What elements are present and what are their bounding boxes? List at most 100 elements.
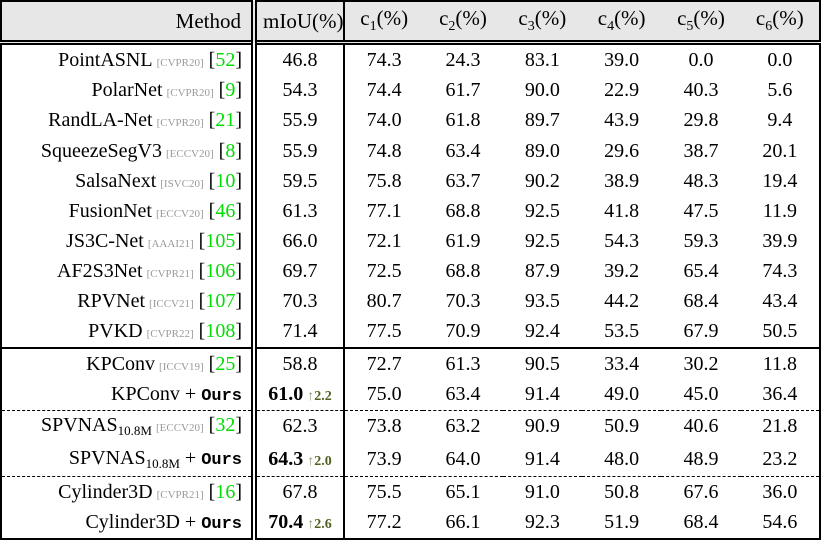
citation-bracket-open: [ xyxy=(218,139,226,162)
method-cell: PointASNL [CVPR20] [52] xyxy=(1,42,257,76)
class-metric-cell: 38.9 xyxy=(604,169,640,192)
class-metric-cell: 90.5 xyxy=(524,352,560,375)
miou-value: 66.0 xyxy=(282,229,318,252)
method-cell: PVKD [CVPR22] [108] xyxy=(1,316,257,349)
class-metric-cell: 61.3 xyxy=(445,352,481,375)
miou-cell: 66.0 xyxy=(254,226,345,257)
class-metric-cell: 75.5 xyxy=(366,480,402,503)
venue-tag: [ECCV20] xyxy=(155,207,204,220)
miou-cell: 58.8 xyxy=(254,347,345,380)
class-metric-cell: 93.5 xyxy=(524,289,560,312)
class-metric-cell: 91.4 xyxy=(502,443,582,478)
citation-number: 8 xyxy=(225,139,236,162)
class-metric-cell: 67.6 xyxy=(683,480,719,503)
class-metric-cell: 74.0 xyxy=(366,109,402,132)
class-metric-cell: 91.4 xyxy=(502,379,582,411)
header-class-col: c3(%) xyxy=(502,1,582,45)
class-col-subscript: 4 xyxy=(607,19,615,35)
class-metric-cell: 39.9 xyxy=(762,229,798,252)
table-row: SPVNAS10.8M [ECCV20] [32] 62.3 73.8 63.2 90.9 5… xyxy=(1,410,820,444)
method-cell: RPVNet [ICCV21] [107] xyxy=(1,286,257,317)
citation-bracket-close: ] xyxy=(235,414,242,437)
citation-ref[interactable]: [46] xyxy=(209,200,242,222)
header-class-col: c2(%) xyxy=(423,1,503,45)
class-metric-cell: 70.9 xyxy=(423,316,503,349)
citation-number: 107 xyxy=(205,289,236,312)
class-metric-cell: 61.8 xyxy=(445,109,481,132)
class-metric-cell: 89.0 xyxy=(524,139,560,162)
miou-value: 61.0 xyxy=(268,382,304,405)
class-metric-cell: 51.9 xyxy=(604,511,640,534)
table-row: FusionNet [ECCV20] [46] 61.3 77.1 68.8 92.5 41.… xyxy=(1,196,820,227)
miou-value: 71.4 xyxy=(282,320,318,343)
class-col-base: c xyxy=(360,6,370,31)
class-metric-cell: 74.8 xyxy=(366,139,402,162)
class-metric-cell: 39.2 xyxy=(604,259,640,282)
citation-ref[interactable]: [52] xyxy=(209,49,242,71)
class-metric-cell: 29.8 xyxy=(683,109,719,132)
citation-ref[interactable]: [10] xyxy=(209,170,242,192)
class-metric-cell: 11.8 xyxy=(762,352,797,375)
miou-value: 67.8 xyxy=(282,480,318,503)
citation-bracket-open: [ xyxy=(198,259,206,282)
table-row: AF2S3Net [CVPR21] [106] 69.7 72.5 68.8 87.9 39.… xyxy=(1,256,820,287)
citation-number: 10 xyxy=(215,169,236,192)
method-cell: RandLA-Net [CVPR20] [21] xyxy=(1,105,257,137)
citation-ref[interactable]: [106] xyxy=(199,260,242,282)
class-metric-cell: 54.3 xyxy=(604,229,640,252)
table-row: KPConv [ICCV19] [25] 58.8 72.7 61.3 90.5 33.4 30… xyxy=(1,347,820,380)
class-metric-cell: 74.3 xyxy=(762,259,798,282)
miou-cell: 46.8 xyxy=(254,42,345,76)
method-cell: AF2S3Net [CVPR21] [106] xyxy=(1,256,257,287)
miou-cell: 55.9 xyxy=(254,105,345,137)
citation-ref[interactable]: [107] xyxy=(199,290,242,312)
class-metric-cell: 68.8 xyxy=(445,199,481,222)
miou-value: 64.3 xyxy=(268,448,304,471)
class-metric-cell: 92.5 xyxy=(524,199,560,222)
citation-ref[interactable]: [105] xyxy=(199,230,242,252)
class-col-subscript: 1 xyxy=(369,19,377,35)
miou-value: 70.3 xyxy=(282,289,318,312)
citation-ref[interactable]: [21] xyxy=(209,109,242,131)
citation-bracket-close: ] xyxy=(235,229,242,252)
class-metric-cell: 80.7 xyxy=(366,289,402,312)
citation-ref[interactable]: [9] xyxy=(219,79,242,101)
class-metric-cell: 48.0 xyxy=(581,443,662,478)
citation-ref[interactable]: [8] xyxy=(219,140,242,162)
miou-gain: ↑2.6 xyxy=(307,517,332,532)
venue-tag: [ICCV21] xyxy=(149,297,194,310)
citation-bracket-open: [ xyxy=(208,480,216,503)
citation-bracket-close: ] xyxy=(235,480,242,503)
class-metric-cell: 83.1 xyxy=(524,48,560,71)
method-name: PVKD xyxy=(88,320,143,343)
citation-ref[interactable]: [108] xyxy=(199,320,242,342)
table-row: PVKD [CVPR22] [108] 71.4 77.5 70.9 92.4 53.5 67.… xyxy=(1,316,820,349)
class-metric-cell: 65.1 xyxy=(445,480,481,503)
class-metric-cell: 73.8 xyxy=(366,415,402,438)
citation-bracket-close: ] xyxy=(235,352,242,375)
class-col-suffix: (%) xyxy=(534,6,567,31)
citation-bracket-close: ] xyxy=(235,139,242,162)
venue-tag: [CVPR21] xyxy=(156,488,204,501)
citation-ref[interactable]: [32] xyxy=(209,414,242,436)
citation-bracket-open: [ xyxy=(198,229,206,252)
citation-ref[interactable]: [25] xyxy=(209,353,242,375)
class-col-suffix: (%) xyxy=(693,6,725,31)
citation-ref[interactable]: [16] xyxy=(209,481,242,503)
class-metric-cell: 29.6 xyxy=(604,139,640,162)
venue-tag: [ISVC20] xyxy=(160,177,204,190)
method-cell: FusionNet [ECCV20] [46] xyxy=(1,196,257,227)
miou-value: 59.5 xyxy=(282,169,318,192)
class-metric-cell: 0.0 xyxy=(767,48,793,71)
class-metric-cell: 75.0 xyxy=(344,379,424,411)
venue-tag: [CVPR20] xyxy=(166,87,214,100)
method-cell: SPVNAS10.8M [ECCV20] [32] xyxy=(1,410,257,444)
table-row: Cylinder3D [CVPR21] [16] 67.8 75.5 65.1 91.0 50… xyxy=(1,476,820,508)
citation-bracket-open: [ xyxy=(208,109,216,132)
citation-number: 16 xyxy=(215,480,236,503)
class-metric-cell: 41.8 xyxy=(604,199,640,222)
miou-cell: 59.5 xyxy=(254,166,345,197)
class-metric-cell: 50.5 xyxy=(740,316,820,349)
table-row: RandLA-Net [CVPR20] [21] 55.9 74.0 61.8 89.7 43… xyxy=(1,105,820,137)
